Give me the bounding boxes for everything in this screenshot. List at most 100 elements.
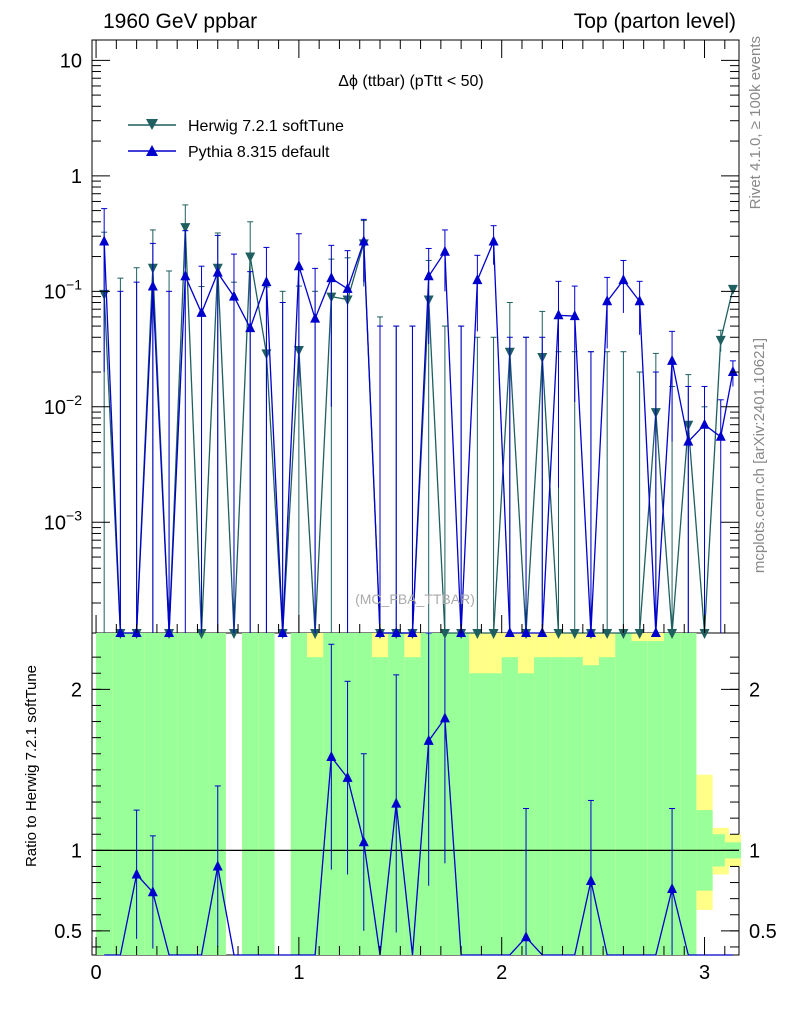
pythia-marker bbox=[228, 290, 239, 301]
ratio-pythia-marker bbox=[131, 868, 142, 879]
ratio-band-green bbox=[647, 641, 664, 955]
ratio-band-green bbox=[242, 633, 259, 955]
pythia-marker bbox=[310, 312, 321, 323]
ratio-y-tick-label-right: 0.5 bbox=[749, 921, 777, 943]
herwig-line bbox=[103, 227, 734, 634]
pythia-marker bbox=[99, 235, 110, 246]
ratio-y-tick-label-right: 1 bbox=[749, 840, 760, 862]
main-y-tick-label: 10 bbox=[60, 50, 82, 72]
ratio-x-tick-label: 3 bbox=[699, 962, 710, 984]
ratio-band-green bbox=[144, 633, 161, 955]
pythia-marker bbox=[180, 270, 191, 281]
pythia-marker bbox=[293, 260, 304, 271]
pythia-marker bbox=[277, 627, 288, 637]
main-series bbox=[99, 204, 738, 639]
pythia-marker bbox=[439, 245, 450, 256]
pythia-marker bbox=[727, 366, 738, 377]
ratio-band-green bbox=[485, 673, 502, 955]
herwig-marker bbox=[727, 284, 738, 295]
pythia-marker bbox=[569, 310, 580, 321]
pythia-marker bbox=[212, 266, 223, 277]
pythia-marker bbox=[407, 627, 418, 637]
pythia-marker bbox=[326, 272, 337, 283]
pythia-marker bbox=[634, 295, 645, 306]
herwig-marker bbox=[634, 629, 645, 639]
pythia-line bbox=[103, 241, 734, 634]
ratio-band-green bbox=[631, 641, 648, 955]
main-y-tick-label: 10−3 bbox=[44, 507, 82, 534]
header-right: Top (parton level) bbox=[574, 10, 736, 33]
pythia-marker bbox=[618, 274, 629, 285]
herwig-marker bbox=[602, 629, 613, 639]
legend-pythia-label: Pythia 8.315 default bbox=[188, 144, 330, 161]
pythia-marker bbox=[423, 270, 434, 281]
ratio-y-tick-label: 0.5 bbox=[54, 921, 82, 943]
herwig-marker bbox=[699, 629, 710, 639]
pythia-marker bbox=[667, 354, 678, 365]
pythia-marker bbox=[358, 235, 369, 246]
ratio-pythia-marker bbox=[358, 836, 369, 847]
ratio-x-tick-label: 0 bbox=[90, 962, 101, 984]
legend-herwig-marker bbox=[146, 119, 158, 130]
ratio-pythia-marker bbox=[212, 860, 223, 871]
herwig-marker bbox=[553, 629, 564, 639]
pythia-marker bbox=[553, 309, 564, 320]
herwig-marker bbox=[439, 629, 450, 639]
ratio-band-green bbox=[599, 657, 616, 955]
pythia-marker bbox=[342, 282, 353, 293]
ratio-band-green bbox=[534, 657, 551, 955]
herwig-marker bbox=[472, 629, 483, 639]
ratio-band-green bbox=[550, 657, 567, 955]
ratio-band-green bbox=[160, 633, 178, 955]
ratio-pythia-marker bbox=[667, 882, 678, 893]
ratio-band-green bbox=[566, 657, 583, 955]
pythia-marker bbox=[391, 627, 402, 637]
rivet-label: Rivet 4.1.0, ≥ 100k events bbox=[747, 36, 764, 209]
herwig-marker bbox=[310, 629, 321, 639]
ratio-error-bands bbox=[92, 633, 742, 955]
ratio-pythia-marker bbox=[423, 734, 434, 745]
ratio-pythia-marker bbox=[521, 931, 532, 942]
main-y-tick-exponent: −1 bbox=[66, 276, 82, 292]
herwig-marker bbox=[228, 629, 239, 639]
ratio-band-green bbox=[96, 633, 113, 955]
pythia-marker bbox=[650, 627, 661, 637]
chart-title: Δϕ (ttbar) (pTtt < 50) bbox=[338, 73, 483, 90]
ratio-band-green bbox=[501, 657, 518, 955]
ratio-band-green bbox=[404, 657, 421, 955]
pythia-marker bbox=[602, 295, 613, 306]
ratio-y-tick-label: 2 bbox=[71, 679, 82, 701]
legend-herwig-label: Herwig 7.2.1 softTune bbox=[188, 118, 344, 135]
pythia-marker bbox=[261, 276, 272, 287]
axes: 10−3 10−2 10−1 1 10 0 1 2 3 0.5 0.5 1 1 2 2 bbox=[44, 40, 777, 984]
herwig-marker bbox=[245, 252, 256, 263]
ratio-band-green bbox=[306, 657, 324, 955]
ratio-series bbox=[104, 632, 733, 956]
pythia-marker bbox=[699, 418, 710, 429]
ratio-pythia-marker bbox=[326, 750, 337, 761]
ratio-y-tick-label: 1 bbox=[71, 840, 82, 862]
ratio-band-green bbox=[453, 633, 470, 955]
pythia-marker bbox=[164, 627, 175, 637]
ratio-pythia-marker bbox=[439, 712, 450, 723]
ratio-x-tick-label: 2 bbox=[496, 962, 507, 984]
legend: Herwig 7.2.1 softTune Pythia 8.315 defau… bbox=[128, 118, 344, 161]
ratio-band-green bbox=[128, 633, 145, 955]
ratio-band-green bbox=[290, 633, 307, 955]
ratio-band-green bbox=[663, 633, 681, 955]
main-y-tick-label: 10−2 bbox=[44, 392, 82, 419]
main-y-tick-label: 1 bbox=[71, 166, 82, 188]
watermark: (MC_FBA_TTBAR) bbox=[355, 591, 475, 607]
ratio-pythia-marker bbox=[342, 771, 353, 782]
herwig-marker bbox=[667, 629, 678, 639]
pythia-marker bbox=[196, 306, 207, 317]
main-y-tick-label: 10−1 bbox=[44, 276, 82, 303]
ratio-band-green bbox=[680, 633, 697, 955]
ratio-y-label: Ratio to Herwig 7.2.1 softTune bbox=[23, 665, 40, 867]
header-left: 1960 GeV ppbar bbox=[103, 10, 257, 33]
herwig-marker bbox=[196, 629, 207, 639]
ratio-band-green bbox=[469, 673, 486, 955]
ratio-band-green bbox=[177, 633, 194, 955]
ratio-y-tick-label-right: 2 bbox=[749, 679, 760, 701]
legend-pythia-marker bbox=[146, 145, 158, 156]
